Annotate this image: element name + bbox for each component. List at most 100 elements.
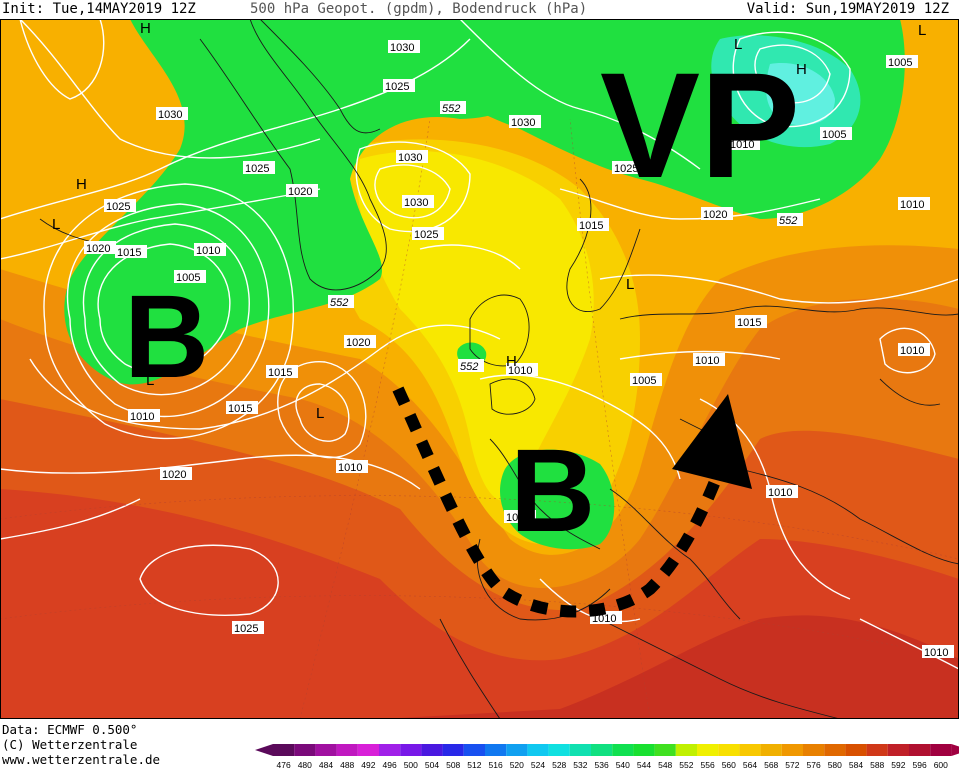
pressure-label: 1030 [402,195,434,209]
legend-swatch [633,744,655,756]
geopot-core-544 [766,63,835,126]
svg-text:1010: 1010 [695,355,719,367]
geopot-cutoff-552 [500,449,615,550]
center-mark: L [146,372,154,389]
geopot-labels: 552 552 552 552 [328,101,803,373]
legend-tick-label: 496 [383,760,397,770]
geopot-label: 552 [328,295,354,309]
pressure-label: 1010 [336,460,368,474]
legend-swatch [739,744,761,756]
pressure-label: 1025 [612,161,644,175]
svg-text:1015: 1015 [228,403,252,415]
legend-swatch [273,744,295,756]
pressure-label: 1015 [115,245,147,259]
coastlines [39,19,959,719]
init-time: Init: Tue,14MAY2019 12Z [2,1,196,17]
isobars [0,19,959,670]
svg-text:1030: 1030 [398,152,422,164]
legend-tick-label: 576 [807,760,821,770]
legend-swatch [803,744,825,756]
pressure-label: 1025 [383,79,415,93]
svg-text:1015: 1015 [579,220,603,232]
pressure-label: 1020 [701,207,733,221]
legend-swatch [760,744,782,756]
geopot-label: 552 [777,213,803,227]
svg-text:1005: 1005 [632,375,656,387]
svg-text:1025: 1025 [614,163,638,175]
pressure-label: 1020 [286,184,318,198]
pressure-label: 1010 [693,353,725,367]
svg-text:552: 552 [779,215,797,227]
center-mark: H [506,353,517,370]
legend-tick-label: 564 [743,760,757,770]
legend-swatch [421,744,443,756]
svg-text:1010: 1010 [924,647,948,659]
legend-swatch [548,744,570,756]
legend-tick-label: 528 [552,760,566,770]
pressure-label: 1010 [898,343,930,357]
legend-tick-label: 572 [785,760,799,770]
pressure-label: 1025 [412,227,444,241]
legend-arrow-left [255,744,273,756]
legend-swatch [718,744,740,756]
legend-tick-label: 532 [573,760,587,770]
svg-text:1025: 1025 [414,229,438,241]
svg-text:1010: 1010 [506,512,530,524]
svg-text:1020: 1020 [86,243,110,255]
center-mark: L [626,276,634,293]
legend-swatch [909,744,931,756]
legend-tick-label: 512 [467,760,481,770]
color-legend: 476 480 484 488 492 496 500 504 508 512 516 520 524 5… [255,744,959,770]
legend-swatch [675,744,697,756]
legend-arrow-right [951,744,959,756]
svg-text:1010: 1010 [592,613,616,625]
pressure-label: 1015 [226,401,258,415]
legend-swatch [442,744,464,756]
legend-tick-label: 516 [489,760,503,770]
svg-text:1010: 1010 [508,365,532,377]
pressure-label: 1025 [104,199,136,213]
pressure-label: 1015 [735,315,767,329]
center-mark: L [52,216,60,233]
pressure-centers: H H L L L H L L H L [52,20,926,422]
svg-text:1025: 1025 [385,81,409,93]
svg-text:1005: 1005 [822,129,846,141]
svg-text:552: 552 [460,361,478,373]
legend-tick-label: 504 [425,760,439,770]
data-source-block: Data: ECMWF 0.500° (C) Wetterzentrale ww… [2,722,160,767]
svg-text:1020: 1020 [703,209,727,221]
pressure-labels: 1030 1025 1030 1025 1020 1030 1030 1030 … [84,40,954,659]
pressure-label: 1005 [630,373,662,387]
source-url[interactable]: www.wetterzentrale.de [2,752,161,767]
legend-tick-label: 560 [722,760,736,770]
pressure-label: 1030 [509,115,541,129]
legend-tick-label: 592 [891,760,905,770]
center-mark: H [796,61,807,78]
svg-text:1030: 1030 [404,197,428,209]
svg-text:1010: 1010 [900,345,924,357]
svg-text:1025: 1025 [234,623,258,635]
svg-text:1030: 1030 [158,109,182,121]
legend-tick-label: 568 [764,760,778,770]
annotation-b-south: B [510,425,595,557]
legend-swatch [569,744,591,756]
pressure-label: 1030 [156,107,188,121]
pressure-label: 1020 [84,241,116,255]
legend-swatch [824,744,846,756]
pressure-label: 1010 [766,485,798,499]
legend-tick-label: 600 [934,760,948,770]
legend-tick-label: 548 [658,760,672,770]
svg-text:1005: 1005 [176,272,200,284]
svg-text:1010: 1010 [768,487,792,499]
legend-swatch [781,744,803,756]
legend-tick-label: 588 [870,760,884,770]
geopot-label: 552 [458,359,484,373]
legend-swatch [887,744,909,756]
pressure-label: 1025 [243,161,275,175]
legend-swatch [379,744,401,756]
legend-tick-label: 584 [849,760,863,770]
svg-text:1030: 1030 [511,117,535,129]
svg-text:1025: 1025 [106,201,130,213]
legend-tick-label: 540 [616,760,630,770]
